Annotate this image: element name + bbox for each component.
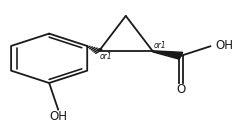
Text: or1: or1 (154, 41, 167, 50)
Text: or1: or1 (100, 52, 113, 61)
Text: OH: OH (49, 110, 67, 123)
Text: OH: OH (215, 39, 233, 51)
Text: O: O (176, 83, 186, 97)
Polygon shape (153, 51, 183, 59)
